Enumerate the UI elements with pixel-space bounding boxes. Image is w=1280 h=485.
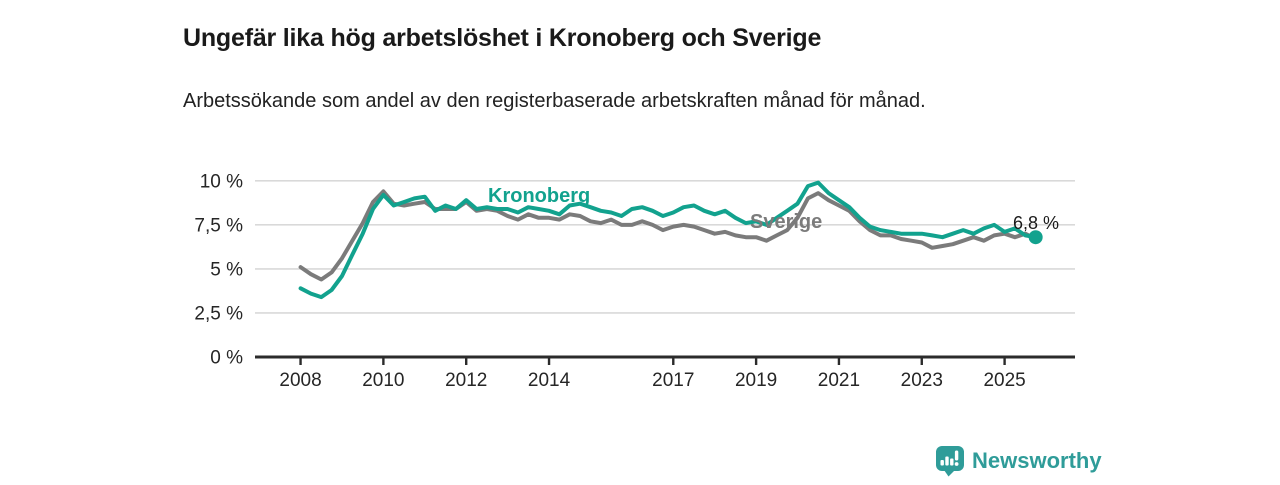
x-tick-label: 2025 <box>983 370 1025 391</box>
line-kronoberg <box>298 180 1038 300</box>
newsworthy-logo: Newsworthy <box>935 445 1102 477</box>
y-tick-label: 0 % <box>210 348 243 369</box>
x-tick-label: 2008 <box>279 370 321 391</box>
chart-title: Ungefär lika hög arbetslöshet i Kronober… <box>183 23 822 52</box>
y-tick-label: 2,5 % <box>194 303 243 324</box>
x-tick-label: 2012 <box>445 370 487 391</box>
x-tick-label: 2010 <box>362 370 404 391</box>
y-tick-label: 5 % <box>210 259 243 280</box>
chart-subtitle: Arbetssökande som andel av den registerb… <box>183 90 926 112</box>
end-point-dot <box>1028 230 1043 245</box>
x-tick-label: 2017 <box>652 370 694 391</box>
newsworthy-brand-text: Newsworthy <box>972 448 1102 473</box>
newsworthy-bubble-icon <box>936 446 964 477</box>
x-tick-label: 2021 <box>818 370 860 391</box>
y-tick-label: 7,5 % <box>194 215 243 236</box>
line-sverige <box>298 189 1038 282</box>
end-value-label: 6,8 % <box>1013 213 1060 233</box>
series-label-kronoberg: Kronoberg <box>488 185 591 207</box>
series-label-sverige: Sverige <box>750 211 823 233</box>
x-tick-label: 2019 <box>735 370 777 391</box>
y-tick-label: 10 % <box>200 171 243 192</box>
x-tick-label: 2014 <box>528 370 571 391</box>
x-tick-label: 2023 <box>901 370 943 391</box>
